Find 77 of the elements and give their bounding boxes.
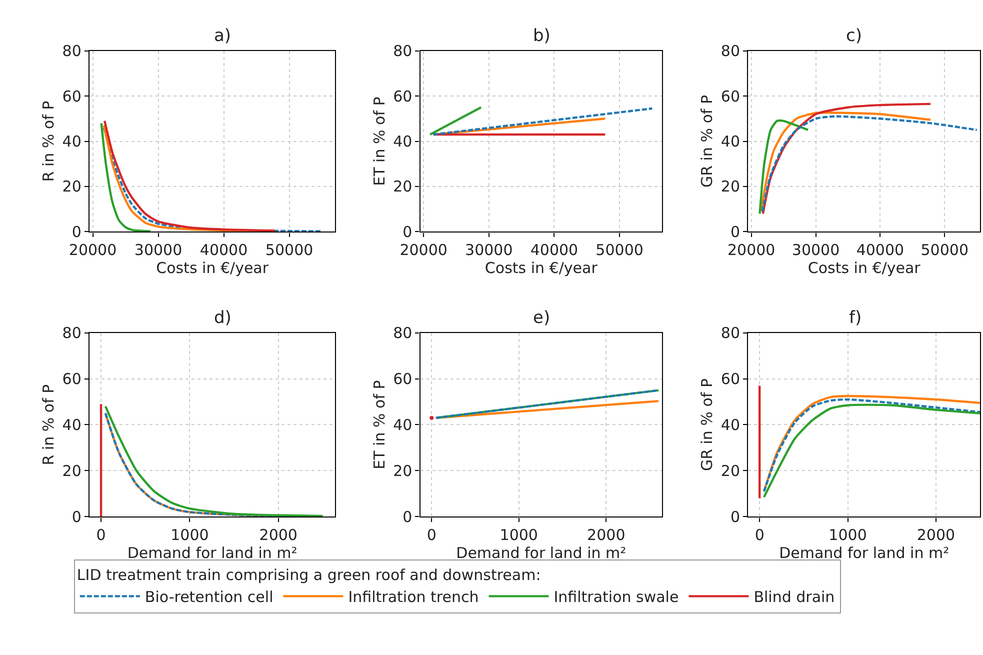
y-tick-label: 0 bbox=[72, 508, 82, 526]
legend-label: Bio-retention cell bbox=[144, 588, 274, 606]
x-tick-label: 30000 bbox=[134, 240, 182, 259]
x-tick-label: 40000 bbox=[530, 240, 578, 259]
y-tick-label: 40 bbox=[720, 132, 740, 151]
x-tick-label: 50000 bbox=[596, 240, 644, 259]
x-tick-label: 30000 bbox=[792, 240, 840, 259]
x-tick-label: 20000 bbox=[727, 240, 776, 259]
x-axis-title: Costs in €/year bbox=[808, 258, 922, 277]
line-series bbox=[758, 119, 810, 215]
y-tick-label: 80 bbox=[720, 42, 740, 60]
legend-title: LID treatment train comprising a green roof and downstream: bbox=[76, 566, 541, 584]
chart-title: c) bbox=[846, 26, 862, 46]
y-tick-label: 0 bbox=[72, 222, 82, 241]
x-tick-label: 40000 bbox=[856, 240, 904, 259]
legend-label: Infiltration trench bbox=[348, 588, 479, 606]
y-tick-label: 60 bbox=[393, 370, 412, 388]
chart-title: e) bbox=[533, 308, 550, 328]
y-tick-label: 80 bbox=[393, 324, 412, 342]
line-series bbox=[761, 115, 978, 212]
x-axis-title: Demand for land in m² bbox=[456, 544, 626, 562]
y-tick-label: 40 bbox=[62, 132, 82, 151]
y-tick-label: 0 bbox=[730, 222, 740, 241]
x-tick-label: 20000 bbox=[68, 240, 117, 259]
x-tick-label: 50000 bbox=[265, 240, 314, 259]
x-tick-label: 2000 bbox=[587, 526, 626, 544]
y-tick-label: 0 bbox=[402, 222, 412, 241]
x-tick-label: 2000 bbox=[259, 526, 298, 544]
y-tick-label: 60 bbox=[720, 370, 740, 388]
x-tick-label: 1000 bbox=[170, 526, 209, 544]
y-tick-label: 20 bbox=[62, 178, 82, 196]
x-tick-label: 0 bbox=[96, 526, 106, 544]
y-axis-title: R in % of P bbox=[40, 384, 58, 466]
x-tick-label: 0 bbox=[754, 526, 764, 544]
y-tick-label: 80 bbox=[62, 42, 82, 60]
y-tick-label: 60 bbox=[62, 87, 82, 106]
y-tick-label: 0 bbox=[730, 508, 740, 526]
y-tick-label: 20 bbox=[720, 462, 740, 480]
x-tick-label: 30000 bbox=[465, 240, 513, 259]
y-tick-label: 20 bbox=[393, 462, 412, 480]
y-tick-label: 60 bbox=[393, 87, 412, 106]
y-tick-label: 0 bbox=[402, 508, 412, 526]
y-tick-label: 60 bbox=[62, 370, 82, 388]
y-axis-title: GR in % of P bbox=[698, 94, 716, 188]
y-tick-label: 40 bbox=[720, 416, 740, 434]
legend-label: Infiltration swale bbox=[554, 588, 679, 606]
x-axis-title: Demand for land in m² bbox=[127, 544, 298, 562]
chart-title: b) bbox=[533, 26, 550, 46]
x-tick-label: 20000 bbox=[400, 240, 448, 259]
y-tick-label: 40 bbox=[62, 416, 82, 434]
y-axis-title: R in % of P bbox=[40, 100, 58, 182]
x-axis-title: Costs in €/year bbox=[156, 258, 270, 277]
x-axis-title: Demand for land in m² bbox=[779, 544, 950, 562]
chart-title: d) bbox=[214, 308, 232, 328]
y-axis-title: ET in % of P bbox=[370, 96, 388, 186]
x-axis-title: Costs in €/year bbox=[484, 258, 598, 277]
y-tick-label: 20 bbox=[393, 178, 412, 196]
x-tick-label: 0 bbox=[426, 526, 436, 544]
y-tick-label: 80 bbox=[62, 324, 82, 342]
y-tick-label: 60 bbox=[720, 87, 740, 106]
line-series bbox=[100, 122, 152, 232]
x-tick-label: 1000 bbox=[500, 526, 538, 544]
y-tick-label: 80 bbox=[720, 324, 740, 342]
x-tick-label: 40000 bbox=[200, 240, 248, 259]
chart-title: f) bbox=[849, 308, 862, 328]
y-axis-title: ET in % of P bbox=[370, 380, 388, 470]
x-tick-label: 1000 bbox=[828, 526, 867, 544]
y-tick-label: 40 bbox=[393, 132, 412, 151]
y-axis-title: GR in % of P bbox=[698, 378, 716, 472]
y-tick-label: 20 bbox=[62, 462, 82, 480]
x-tick-label: 50000 bbox=[920, 240, 968, 259]
legend-label: Blind drain bbox=[754, 588, 835, 606]
y-tick-label: 80 bbox=[393, 42, 412, 60]
chart-title: a) bbox=[214, 26, 232, 46]
y-tick-label: 40 bbox=[393, 416, 412, 434]
y-tick-label: 20 bbox=[720, 178, 740, 196]
x-tick-label: 2000 bbox=[916, 526, 956, 544]
